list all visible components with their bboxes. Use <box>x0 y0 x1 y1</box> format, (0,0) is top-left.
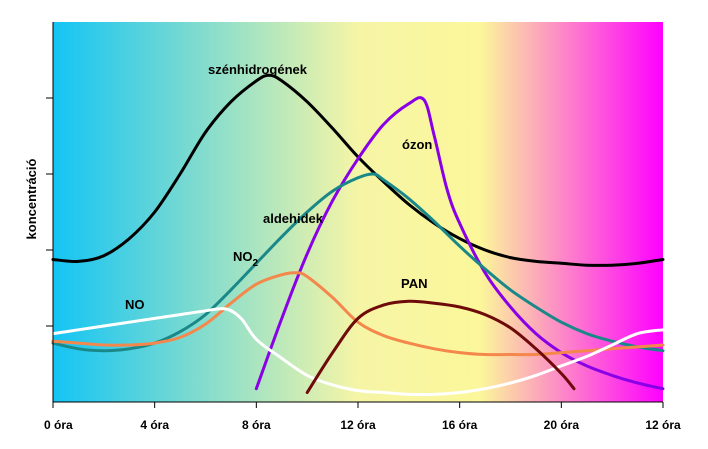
x-tick-label-1: 4 óra <box>140 418 169 432</box>
series-line-pan <box>305 299 576 394</box>
series-label-no: NO <box>125 297 145 312</box>
x-tick-label-2: 8 óra <box>242 418 271 432</box>
series-label-no2: NO2 <box>233 249 259 269</box>
series-line-szenhidrogenek <box>51 73 665 267</box>
x-tick-label-0: 0 óra <box>44 418 73 432</box>
series-label-ozon: ózon <box>402 137 432 152</box>
x-tick-label-6: 12 óra <box>645 418 681 432</box>
y-tick-layer <box>46 97 53 327</box>
x-tick-label-5: 20 óra <box>544 418 580 432</box>
x-tick-layer: 0 óra 4 óra 8 óra 12 óra 16 óra 20 óra 12 óra <box>44 402 681 432</box>
x-tick-label-3: 12 óra <box>340 418 376 432</box>
y-axis-label: koncentráció <box>24 158 39 239</box>
series-line-no2 <box>51 271 665 357</box>
series-label-szenhidrogenek: szénhidrogének <box>208 62 308 77</box>
series-label-pan: PAN <box>401 276 427 291</box>
series-layer <box>51 73 665 397</box>
series-line-no <box>51 307 665 397</box>
series-line-ozon <box>254 96 665 391</box>
series-label-aldehidek: aldehidek <box>263 211 324 226</box>
x-tick-label-4: 16 óra <box>442 418 478 432</box>
